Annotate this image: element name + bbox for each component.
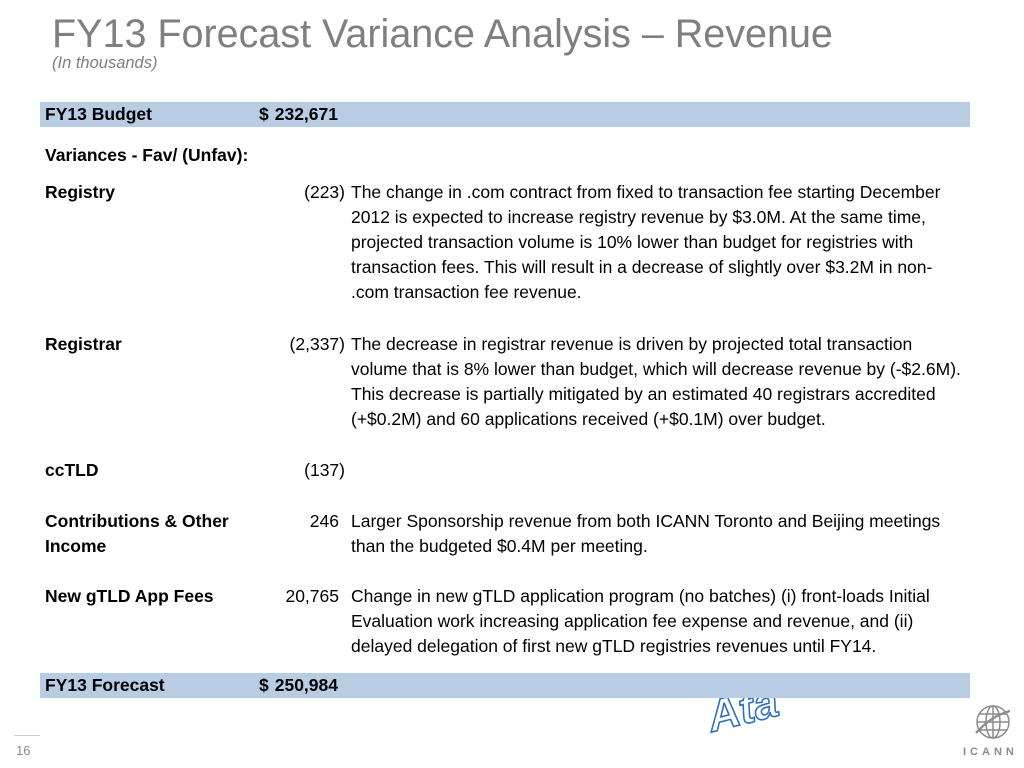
- variance-label: Registrar: [45, 334, 122, 354]
- description-line: This decrease is partially mitigated by …: [351, 384, 936, 404]
- forecast-currency: $: [259, 675, 269, 695]
- slide-subtitle: (In thousands): [52, 54, 158, 72]
- globe-icon: [975, 705, 1011, 739]
- description-line: volume that is 8% lower than budget, whi…: [351, 359, 961, 379]
- variance-label: New gTLD App Fees: [45, 586, 214, 606]
- variance-description: The decrease in registrar revenue is dri…: [351, 332, 961, 432]
- forecast-label: FY13 Forecast: [45, 675, 165, 695]
- description-line: Larger Sponsorship revenue from both ICA…: [351, 511, 941, 531]
- variances-heading: Variances - Fav/ (Unfav):: [45, 145, 249, 165]
- description-line: The change in .com contract from fixed t…: [351, 182, 941, 202]
- footer-divider: [14, 735, 40, 736]
- slide-title: FY13 Forecast Variance Analysis – Revenu…: [52, 12, 833, 56]
- icann-logo-text: ICANN: [963, 746, 1018, 758]
- variance-amount: 20,765: [285, 586, 339, 606]
- forecast-row: FY13 Forecast $ 250,984: [40, 673, 970, 698]
- variance-description: Larger Sponsorship revenue from both ICA…: [351, 509, 940, 559]
- description-line: than the budgeted $0.4M per meeting.: [351, 536, 648, 556]
- description-line: The decrease in registrar revenue is dri…: [351, 334, 913, 354]
- description-line: 2012 is expected to increase registry re…: [351, 207, 926, 227]
- variance-label: Contributions & Other Income: [45, 511, 229, 556]
- forecast-amount: 250,984: [274, 675, 338, 695]
- description-line: transaction fees. This will result in a …: [351, 257, 933, 277]
- variance-amount: (223): [304, 182, 345, 202]
- description-line: .com transaction fee revenue.: [351, 282, 582, 302]
- description-line: delayed delegation of first new gTLD reg…: [351, 636, 877, 656]
- variance-amount: (137): [304, 460, 345, 480]
- variance-description: The change in .com contract from fixed t…: [351, 180, 940, 305]
- budget-amount: 232,671: [274, 104, 338, 124]
- variance-amount: 246: [309, 511, 339, 531]
- variance-label: Registry: [45, 182, 116, 202]
- budget-row: FY13 Budget $ 232,671: [40, 102, 970, 127]
- description-line: Evaluation work increasing application f…: [351, 611, 914, 631]
- description-line: projected transaction volume is 10% lowe…: [351, 232, 914, 252]
- description-line: (+$0.2M) and 60 applications received (+…: [351, 409, 826, 429]
- variance-description: Change in new gTLD application program (…: [351, 584, 930, 659]
- page-number: 16: [16, 743, 31, 758]
- variance-amount: (2,337): [289, 334, 345, 354]
- budget-label: FY13 Budget: [45, 104, 152, 124]
- budget-currency: $: [259, 104, 269, 124]
- description-line: Change in new gTLD application program (…: [351, 586, 930, 606]
- variance-label: ccTLD: [45, 460, 99, 480]
